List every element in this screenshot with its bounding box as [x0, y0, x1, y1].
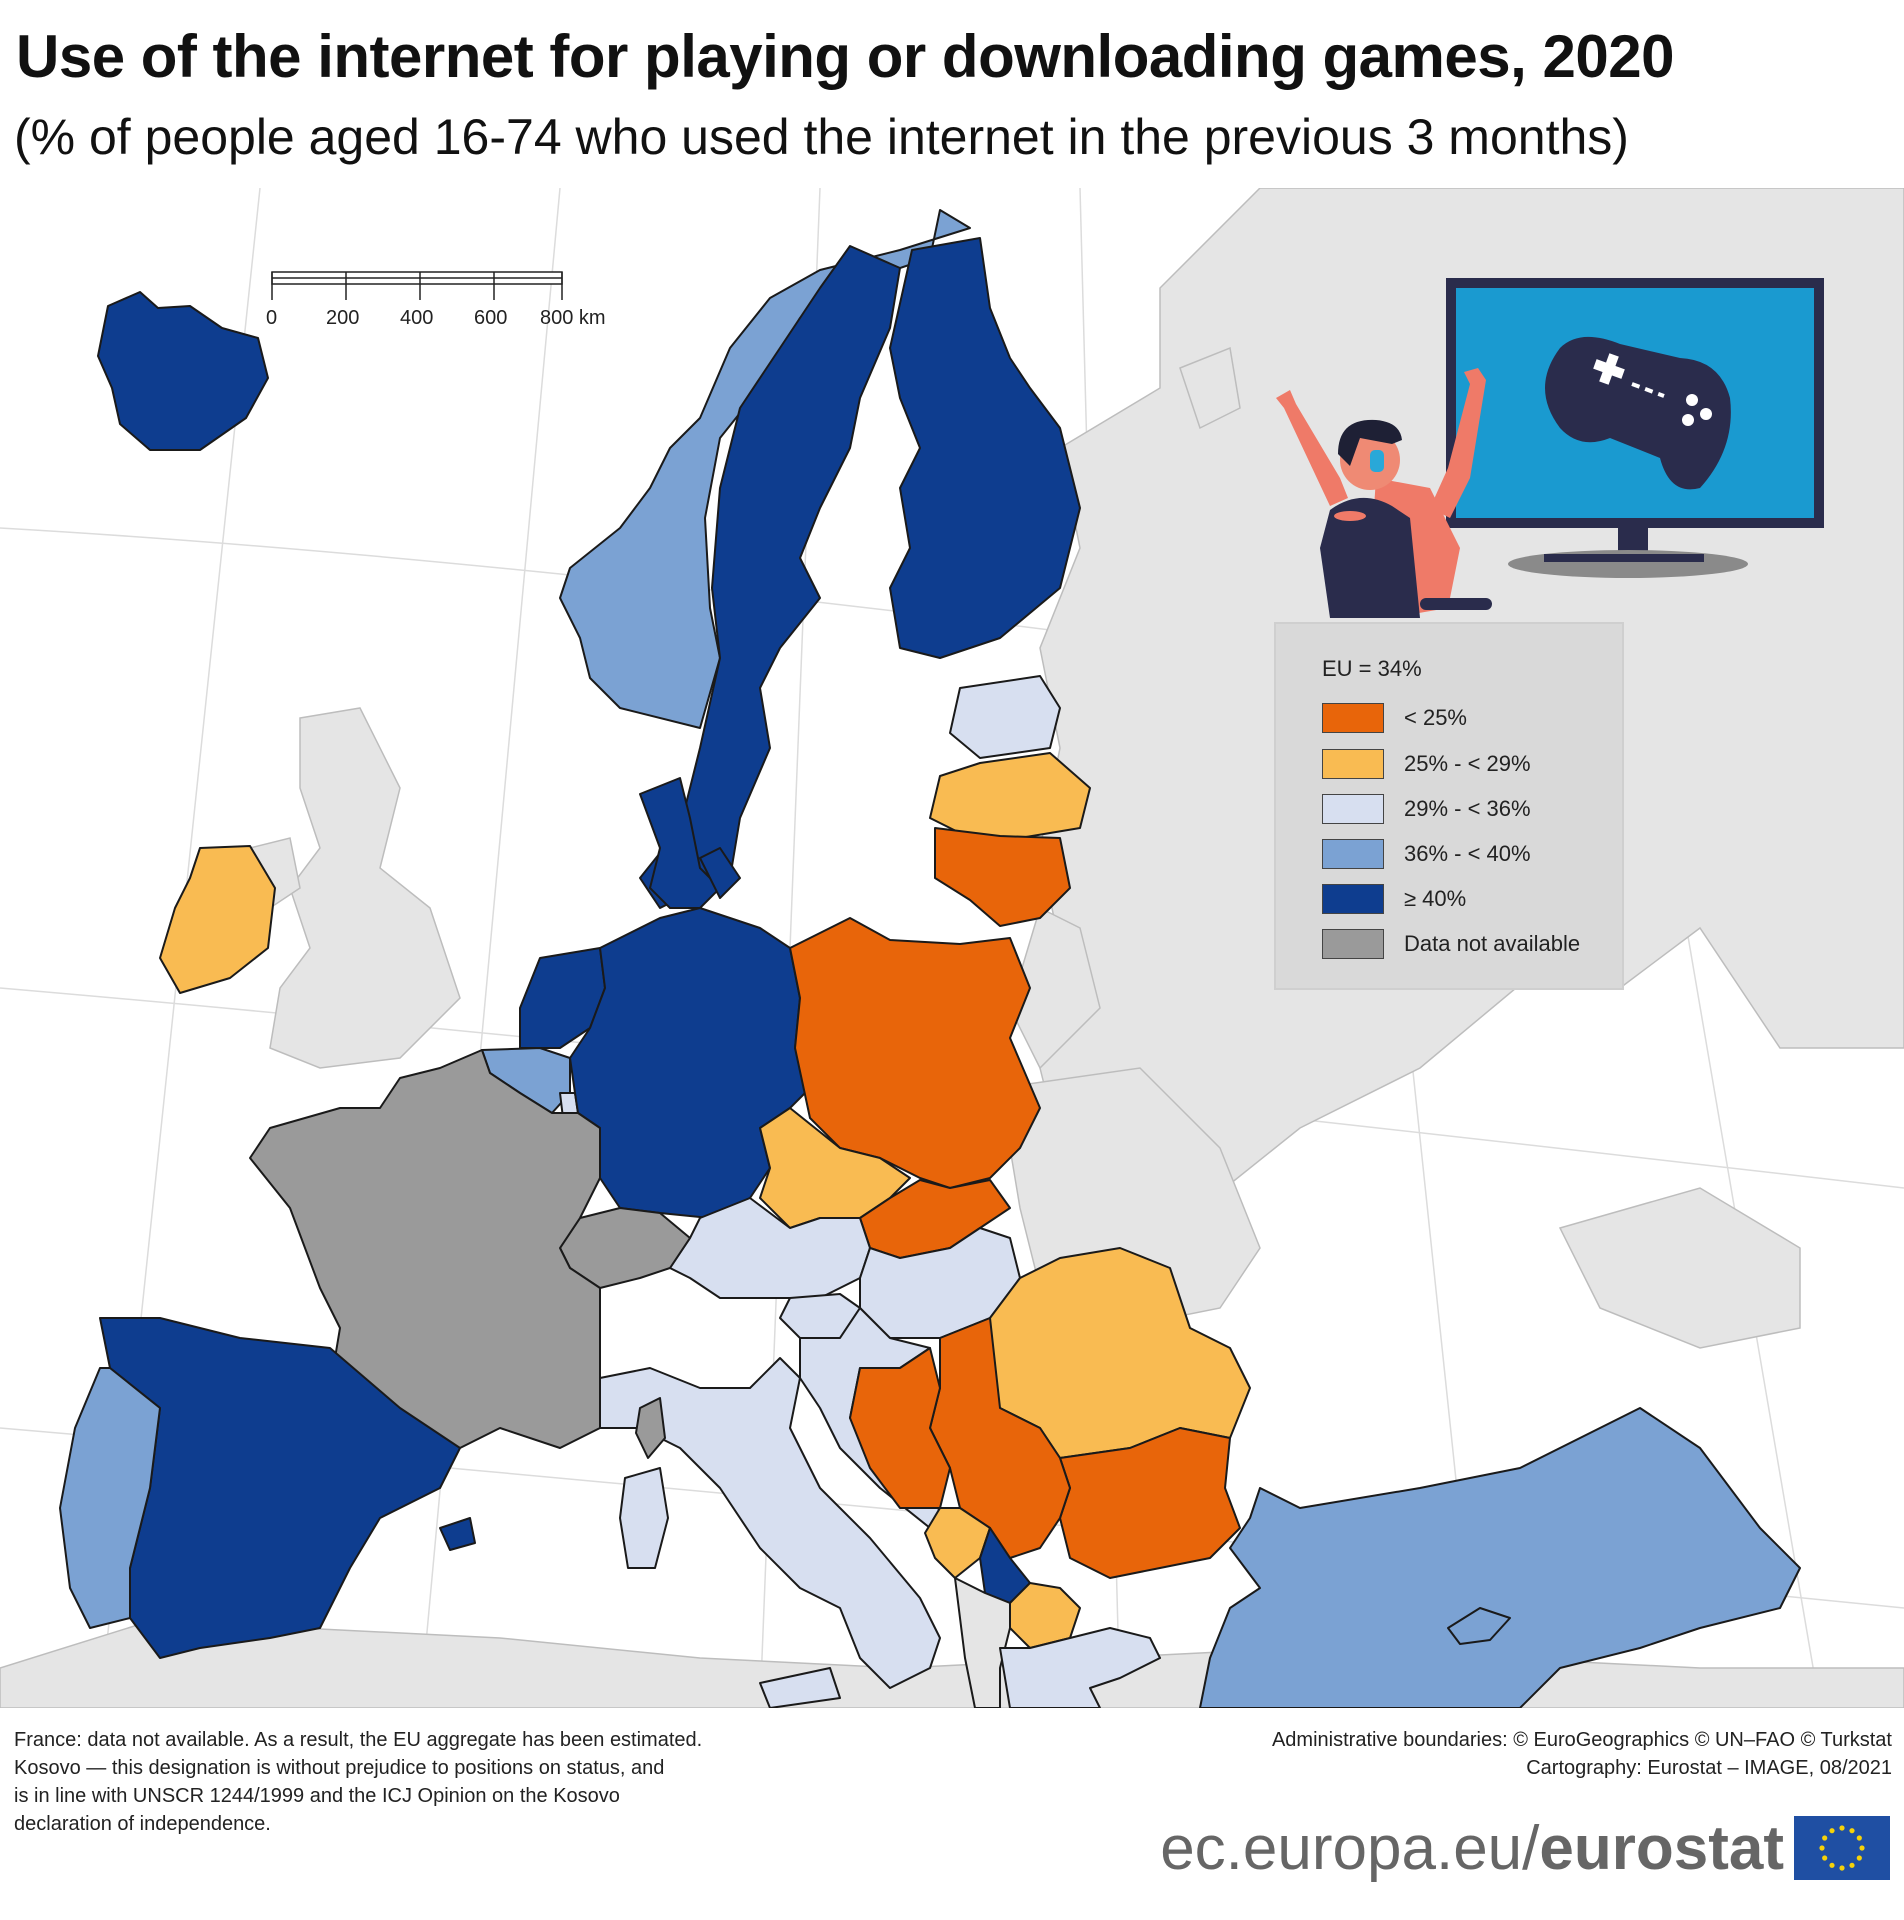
great-britain [269, 707, 461, 1069]
footnote-line: is in line with UNSCR 1244/1999 and the … [14, 1785, 620, 1807]
country-finland[interactable] [889, 237, 1081, 659]
legend-swatch [1322, 884, 1384, 914]
country-poland[interactable] [789, 917, 1041, 1189]
legend: EU = 34% < 25% 25% - < 29% 29% - < 36% 3… [1274, 622, 1624, 990]
legend-item-36-40: 36% - < 40% [1322, 838, 1531, 870]
map-area: 0 200 400 600 800 km [0, 188, 1904, 1708]
country-ireland[interactable] [159, 845, 276, 994]
country-iceland[interactable] [97, 291, 269, 451]
country-latvia[interactable] [929, 752, 1091, 839]
gamer-with-monitor-icon [1276, 278, 1824, 618]
country-denmark[interactable] [639, 777, 721, 909]
eu-star [1822, 1855, 1828, 1861]
eurostat-url[interactable]: ec.europa.eu/eurostat [1160, 1813, 1784, 1884]
eu-star [1859, 1845, 1865, 1851]
footnote-line: Kosovo — this designation is without pre… [14, 1757, 665, 1779]
country-montenegro[interactable] [924, 1507, 991, 1579]
country-albania[interactable] [954, 1577, 1011, 1708]
legend-item-29-36: 29% - < 36% [1322, 793, 1531, 825]
eu-star [1839, 1825, 1845, 1831]
legend-item-ge40: ≥ 40% [1322, 883, 1466, 915]
url-bold: eurostat [1539, 1813, 1784, 1883]
eurostat-brand[interactable]: ec.europa.eu/eurostat [1160, 1808, 1890, 1888]
legend-label: ≥ 40% [1404, 886, 1467, 911]
legend-label: 36% - < 40% [1404, 841, 1531, 866]
eu-star [1856, 1855, 1862, 1861]
scale-label-800km: 800 km [540, 307, 606, 329]
eu-flag-icon [1794, 1816, 1890, 1880]
eu-star [1839, 1865, 1845, 1871]
country-italy[interactable] [599, 1357, 941, 1689]
country-lithuania[interactable] [934, 827, 1071, 927]
footnote-line: France: data not available. As a result,… [14, 1729, 703, 1751]
island-balearic[interactable] [439, 1517, 476, 1551]
credits: Administrative boundaries: © EuroGeograp… [1272, 1726, 1892, 1782]
island-corsica[interactable] [635, 1397, 666, 1459]
island-sicily[interactable] [759, 1667, 841, 1708]
legend-label: < 25% [1404, 705, 1467, 730]
country-portugal[interactable] [59, 1367, 161, 1629]
scale-label-200: 200 [326, 307, 359, 329]
map-subtitle: (% of people aged 16-74 who used the int… [14, 109, 1629, 165]
legend-label: Data not available [1404, 931, 1581, 956]
country-denmark-islands[interactable] [699, 847, 741, 899]
island-sardinia[interactable] [619, 1467, 669, 1569]
countries [59, 209, 1801, 1708]
eu-star [1849, 1862, 1855, 1868]
eu-star [1849, 1828, 1855, 1834]
eu-star [1822, 1835, 1828, 1841]
caucasus-region [1558, 1187, 1801, 1349]
gamepad-icon [1545, 336, 1731, 490]
legend-swatch [1322, 703, 1384, 733]
footnote-line: declaration of independence. [14, 1813, 271, 1835]
scale-label-400: 400 [400, 307, 433, 329]
url-prefix: ec.europa.eu/ [1160, 1813, 1540, 1883]
scale-label-600: 600 [474, 307, 507, 329]
credit-cartography: Cartography: Eurostat – IMAGE, 08/2021 [1526, 1757, 1892, 1779]
map-title: Use of the internet for playing or downl… [16, 23, 1674, 90]
legend-swatch [1322, 929, 1384, 959]
eu-star [1856, 1835, 1862, 1841]
eu-star [1829, 1828, 1835, 1834]
footnote: France: data not available. As a result,… [14, 1726, 794, 1838]
country-north-macedonia[interactable] [1009, 1582, 1081, 1649]
country-greece[interactable] [999, 1627, 1161, 1708]
scale-bar: 0 200 400 600 800 km [266, 271, 606, 329]
country-estonia[interactable] [949, 675, 1061, 759]
legend-item-na: Data not available [1322, 928, 1580, 960]
country-bosnia-and-herzegovina[interactable] [849, 1347, 951, 1509]
country-france[interactable] [249, 1049, 601, 1449]
scale-label-0: 0 [266, 307, 277, 329]
eu-star [1829, 1862, 1835, 1868]
legend-swatch [1322, 749, 1384, 779]
legend-item-lt25: < 25% [1322, 702, 1467, 734]
legend-label: 25% - < 29% [1404, 751, 1531, 776]
legend-item-25-29: 25% - < 29% [1322, 748, 1531, 780]
legend-swatch [1322, 839, 1384, 869]
country-turkey[interactable] [1199, 1407, 1801, 1708]
eu-star [1819, 1845, 1825, 1851]
country-cyprus[interactable] [1447, 1607, 1511, 1645]
legend-eu-average: EU = 34% [1322, 656, 1422, 681]
kola-region [1179, 346, 1241, 430]
europe-map: 0 200 400 600 800 km [0, 188, 1904, 1708]
legend-label: 29% - < 36% [1404, 796, 1531, 821]
credit-boundaries: Administrative boundaries: © EuroGeograp… [1271, 1729, 1892, 1751]
legend-swatch [1322, 794, 1384, 824]
country-austria[interactable] [669, 1197, 871, 1299]
